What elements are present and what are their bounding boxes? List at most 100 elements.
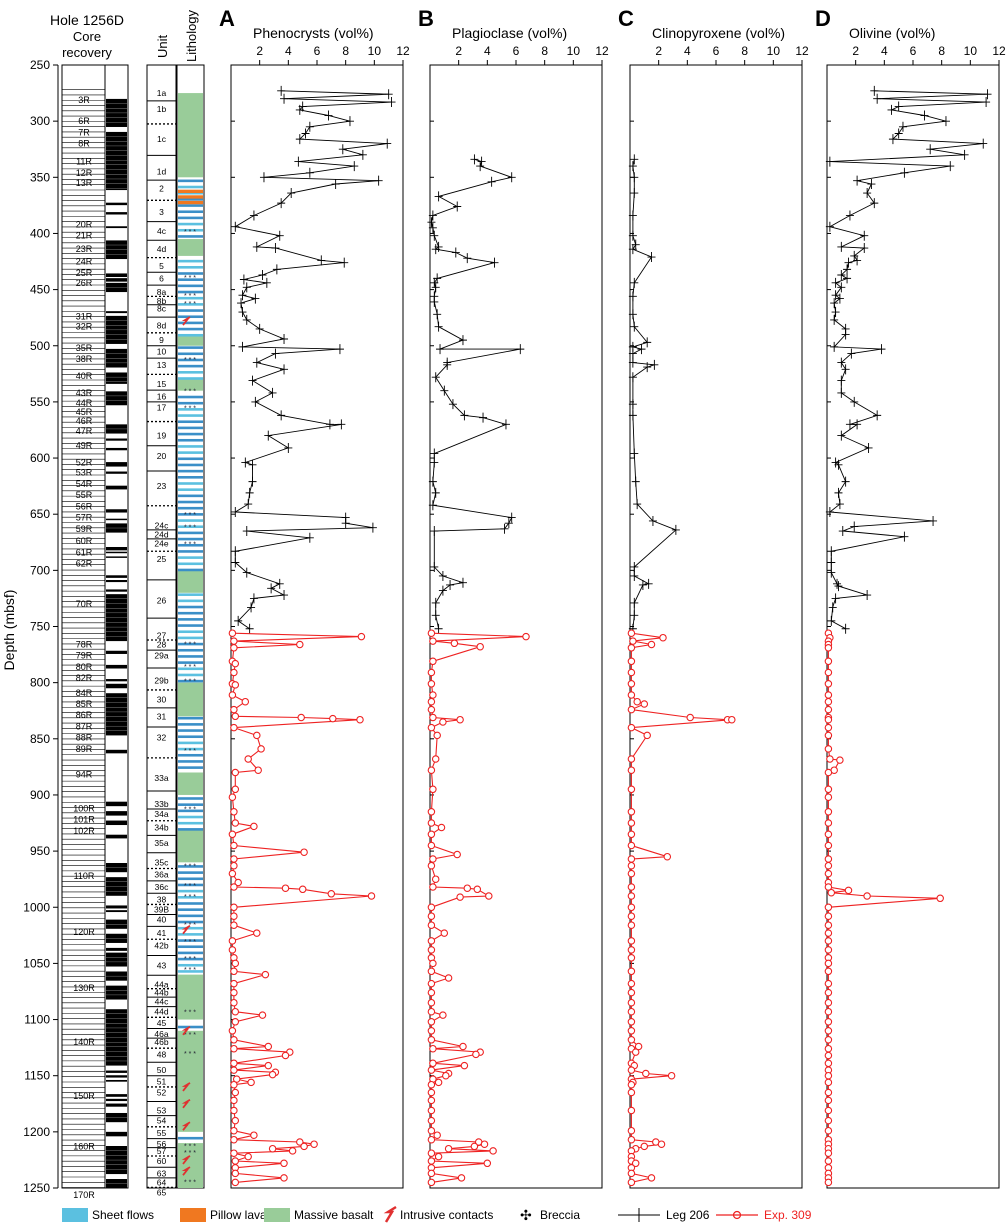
exp309-point	[824, 855, 833, 863]
exp309-point	[824, 1149, 833, 1157]
leg206-point	[453, 201, 462, 212]
leg206-point	[630, 321, 639, 332]
exp309-point	[824, 1088, 833, 1097]
sheet-flow-stripe	[178, 716, 203, 720]
core-recovery-bar	[106, 240, 127, 245]
sheet-flow-stripe	[178, 896, 203, 899]
exp309-point	[253, 929, 261, 937]
exp309-point	[427, 946, 436, 954]
sheet-flow-stripe	[178, 562, 203, 566]
core-label: 26R	[76, 278, 93, 288]
core-label: 44R	[76, 398, 93, 408]
exp309-point	[250, 822, 258, 831]
unit-label: 48	[157, 1049, 167, 1059]
exp309-point	[427, 912, 436, 920]
exp309-point	[433, 1131, 441, 1139]
exp309-point	[427, 998, 436, 1007]
x-tick-label: 12	[992, 44, 1006, 58]
leg206-point	[643, 362, 652, 373]
exp309-point	[824, 705, 833, 714]
sheet-flow-stripe	[178, 278, 203, 281]
unit-label: 36a	[154, 870, 168, 880]
core-recovery-bar	[106, 245, 127, 250]
leg206-point	[258, 270, 267, 281]
exp309-point	[824, 819, 833, 827]
exp309-point	[230, 988, 238, 997]
leg206-point	[860, 243, 869, 254]
x-tick-label: 12	[595, 44, 609, 58]
exp309-point	[427, 903, 436, 912]
exp309-point	[627, 912, 636, 920]
x-tick-label: 4	[484, 44, 491, 58]
exp309-point	[627, 979, 636, 988]
exp309-point	[627, 755, 636, 763]
core-label: 31R	[76, 312, 93, 322]
unit-label: 19	[157, 431, 167, 441]
unit-label: 34a	[154, 809, 168, 819]
core-recovery-bar	[106, 919, 127, 925]
core-label: 82R	[76, 673, 93, 683]
exp309-point	[429, 691, 437, 699]
core-recovery-bar	[106, 1056, 127, 1061]
massive-basalt-interval	[178, 682, 203, 717]
leg206-point	[894, 128, 903, 139]
exp309-point	[244, 755, 252, 763]
leg206-point	[830, 341, 839, 352]
exp309-point	[824, 1059, 833, 1068]
unit-label: 30	[157, 694, 167, 704]
unit-label: 4c	[157, 226, 167, 236]
leg206-point	[430, 561, 439, 572]
exp309-point	[627, 883, 636, 891]
leg206-point	[831, 593, 840, 604]
exp309-point	[627, 967, 636, 976]
leg206-point	[630, 570, 639, 581]
leg206-point	[294, 156, 303, 167]
recovery-label: recovery	[62, 45, 112, 60]
exp309-point	[244, 1152, 252, 1161]
core-recovery-bar	[106, 924, 127, 929]
exp309-point	[427, 967, 436, 976]
exp309-point	[261, 970, 270, 979]
breccia-icon: * * *	[184, 389, 196, 396]
x-tick-label: 2	[852, 44, 859, 58]
depth-tick-label: 550	[30, 395, 50, 409]
core-label: 7R	[78, 127, 90, 137]
core-label: 130R	[73, 983, 95, 993]
core-recovery-bar	[106, 179, 127, 184]
unit-label: 33b	[154, 799, 168, 809]
leg206-point	[841, 623, 850, 634]
core-recovery-bar	[106, 650, 127, 654]
leg206-point	[887, 104, 896, 115]
breccia-icon: * * *	[184, 664, 196, 671]
leg206-point	[430, 277, 439, 288]
sheet-flow-stripe	[178, 371, 203, 374]
sheet-flow-stripe	[178, 661, 203, 664]
unit-label: 29a	[154, 651, 168, 661]
core-recovery-bar	[106, 438, 127, 441]
leg206-point	[301, 128, 310, 139]
exp309-point	[444, 974, 453, 982]
exp309-point	[280, 1159, 288, 1168]
core-recovery-bar	[106, 164, 127, 170]
sheet-flow-stripe	[178, 797, 203, 800]
leg206-point	[358, 149, 367, 160]
exp309-point	[627, 1080, 636, 1089]
core-recovery-bar	[106, 155, 127, 160]
core-recovery-bar	[106, 1046, 127, 1052]
core-label: 23R	[76, 244, 93, 254]
exp309-point	[230, 998, 238, 1007]
leg206-point	[628, 161, 637, 172]
exp309-point	[230, 1106, 238, 1115]
exp309-point	[824, 869, 833, 878]
exp309-point	[627, 1106, 636, 1115]
leg206-point	[648, 515, 657, 526]
exp309-point	[444, 1144, 453, 1153]
leg206-point	[248, 476, 257, 487]
exp309-point	[427, 1149, 436, 1157]
leg206-point	[341, 518, 350, 529]
core-recovery-bar	[106, 933, 127, 939]
sheet-flow-stripe	[178, 550, 203, 553]
exp309-point	[427, 697, 436, 706]
exp309-point	[824, 841, 833, 850]
leg206-point	[628, 230, 637, 241]
